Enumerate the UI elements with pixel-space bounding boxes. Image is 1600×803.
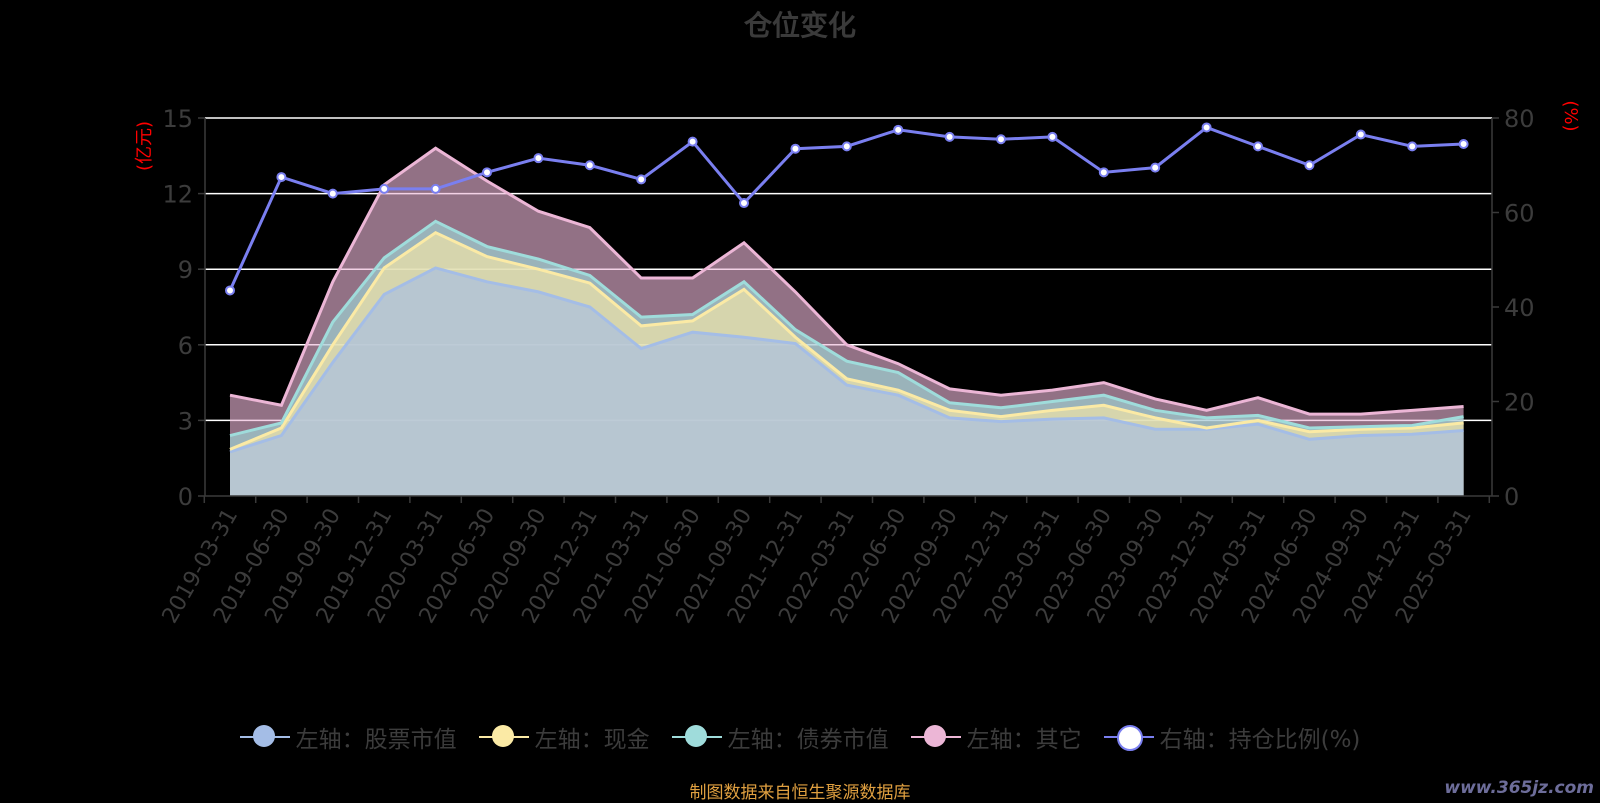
right-tick-label: 20 (1504, 389, 1535, 417)
left-tick-label: 9 (178, 256, 193, 284)
ratio-point (790, 143, 801, 154)
legend-swatch (1103, 724, 1154, 751)
right-axis-unit: (%) (1560, 100, 1581, 131)
ratio-point (225, 285, 235, 296)
position-change-chart: 03691215020406080(亿元)(%)2019-03-312019-0… (134, 100, 1581, 627)
left-axis-unit: (亿元) (134, 121, 155, 171)
ratio-point (379, 183, 390, 194)
ratio-point (996, 134, 1006, 145)
ratio-point (687, 136, 698, 147)
ratio-point (636, 174, 647, 185)
legend-label: 左轴：其它 (966, 727, 1082, 753)
ratio-point (1355, 129, 1366, 140)
ratio-point (1407, 141, 1418, 152)
right-tick-label: 40 (1504, 294, 1535, 322)
legend-swatch (671, 724, 722, 750)
ratio-point (1304, 160, 1315, 171)
ratio-point (1047, 131, 1058, 142)
right-tick-label: 80 (1504, 105, 1535, 133)
legend-label: 右轴：持仓比例(%) (1159, 727, 1361, 753)
bond-area-edge (229, 219, 1464, 437)
legend-item[interactable]: 左轴：债券市值 (671, 720, 889, 754)
legend-label: 左轴：股票市值 (295, 727, 457, 753)
ratio-point (430, 183, 441, 194)
legend-swatch (910, 724, 961, 750)
legend-item[interactable]: 左轴：现金 (478, 720, 650, 754)
other-area-edge (229, 146, 1464, 416)
stock-area (230, 267, 1464, 496)
left-tick-label: 3 (178, 407, 193, 435)
legend-dot (684, 725, 707, 747)
ratio-point (893, 124, 904, 135)
ratio-point (533, 153, 544, 164)
ratio-point (944, 131, 955, 142)
ratio-point (1098, 167, 1109, 178)
cash-area-edge (229, 230, 1464, 451)
source-note: 制图数据来自恒生聚源数据库 (689, 783, 911, 803)
legend-item[interactable]: 右轴：持仓比例(%) (1103, 720, 1361, 754)
ratio-point (739, 198, 749, 209)
ratio-point (482, 167, 492, 178)
stacked-areas (229, 146, 1464, 497)
left-tick-label: 0 (178, 483, 193, 511)
legend-label: 左轴：现金 (534, 727, 650, 753)
legend-item[interactable]: 左轴：股票市值 (239, 720, 457, 754)
right-tick-label: 60 (1504, 200, 1535, 228)
watermark: www.365jz.com (1444, 778, 1594, 798)
ratio-point (1458, 138, 1469, 149)
ratio-point (584, 160, 595, 171)
legend-dot (1116, 725, 1143, 751)
stock-area-edge (229, 266, 1464, 454)
ratio-point (1150, 162, 1161, 173)
ratio-point (276, 172, 287, 183)
legend: 左轴：股票市值 左轴：现金 左轴：债券市值 左轴：其它 右轴：持仓比例(%) (0, 720, 1600, 754)
ratio-point (841, 141, 852, 152)
ratio-point (327, 188, 338, 199)
left-tick-label: 15 (162, 105, 193, 133)
legend-swatch (478, 724, 529, 750)
legend-label: 左轴：债券市值 (727, 727, 889, 753)
chart-title: 仓位变化 (743, 9, 856, 42)
ratio-line (225, 122, 1469, 296)
legend-dot (252, 725, 275, 747)
left-tick-label: 6 (178, 332, 193, 360)
ratio-point (1253, 141, 1263, 152)
legend-swatch (239, 724, 290, 750)
legend-item[interactable]: 左轴：其它 (910, 720, 1082, 754)
legend-dot (491, 725, 514, 747)
legend-dot (923, 725, 946, 747)
left-tick-label: 12 (162, 181, 193, 209)
ratio-point (1201, 122, 1212, 133)
right-tick-label: 0 (1504, 483, 1519, 511)
